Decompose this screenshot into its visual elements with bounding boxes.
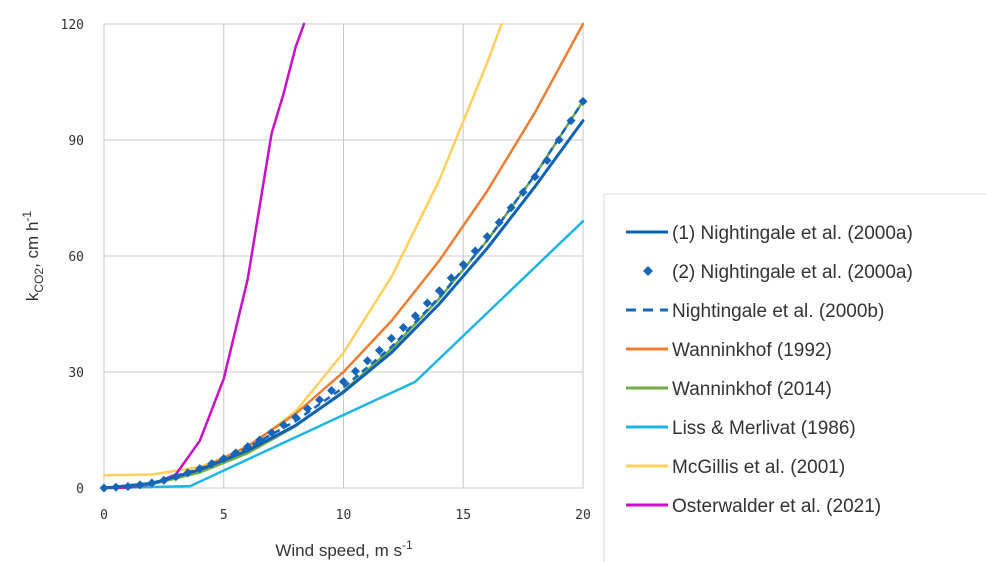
legend-label: (1) Nightingale et al. (2000a)	[672, 223, 913, 244]
series-line	[103, 100, 585, 490]
data-point-marker	[410, 311, 420, 321]
data-point-marker	[303, 404, 313, 414]
data-point-marker	[231, 448, 241, 458]
legend-label: Nightingale et al. (2000b)	[672, 301, 884, 322]
data-point-marker	[339, 377, 348, 387]
tick-layer: 0 5 10 15 20 0 30 60 90 120	[61, 18, 591, 523]
y-tick-label: 90	[68, 134, 84, 149]
y-tick-label: 0	[76, 482, 84, 497]
data-point-marker	[434, 286, 444, 296]
legend-item: (1) Nightingale et al. (2000a)	[626, 223, 913, 244]
legend-item: McGillis et al. (2001)	[626, 457, 845, 478]
data-point-marker	[135, 480, 145, 490]
y-axis-title-superscript: -1	[20, 211, 34, 222]
data-point-marker	[171, 472, 181, 482]
data-point-marker	[99, 483, 109, 493]
legend-label: Liss & Merlivat (1986)	[672, 418, 856, 439]
legend-item: Liss & Merlivat (1986)	[626, 418, 856, 439]
data-point-marker	[398, 323, 408, 333]
y-axis-title-subscript: CO2	[32, 268, 46, 293]
x-axis-title-superscript: -1	[402, 538, 413, 552]
x-tick-label: 5	[220, 508, 228, 523]
data-point-marker	[422, 298, 432, 308]
data-point-marker	[243, 442, 253, 452]
data-point-marker	[279, 420, 289, 430]
data-point-marker	[219, 454, 229, 464]
legend: (1) Nightingale et al. (2000a) (2) Nighti…	[626, 223, 913, 517]
x-axis-title: Wind speed, m s-1	[275, 538, 413, 560]
data-point-marker	[386, 333, 396, 343]
data-point-marker	[374, 345, 384, 355]
x-tick-label: 20	[575, 508, 591, 523]
data-point-marker	[470, 246, 480, 256]
legend-label: Wanninkhof (2014)	[672, 379, 832, 400]
series-diamond-markers	[99, 96, 588, 493]
legend-label: Osterwalder et al. (2021)	[672, 496, 881, 517]
data-point-marker	[518, 187, 528, 197]
data-point-marker	[362, 356, 372, 366]
data-point-marker	[506, 203, 516, 213]
legend-item: Wanninkhof (2014)	[626, 379, 832, 400]
legend-item: Osterwalder et al. (2021)	[626, 496, 881, 517]
data-point-marker	[327, 386, 337, 396]
legend-item: Nightingale et al. (2000b)	[626, 301, 884, 322]
data-point-marker	[147, 478, 157, 488]
series-line	[102, 22, 503, 477]
data-point-marker	[207, 459, 217, 469]
legend-label: McGillis et al. (2001)	[672, 457, 845, 478]
data-point-marker	[446, 273, 456, 283]
legend-item: Wanninkhof (1992)	[626, 340, 832, 361]
data-point-marker	[458, 260, 468, 270]
series-line	[102, 219, 585, 490]
x-tick-label: 0	[100, 508, 108, 523]
y-tick-label: 120	[61, 18, 84, 33]
legend-label: Wanninkhof (1992)	[672, 340, 832, 361]
y-tick-label: 30	[68, 366, 84, 381]
data-point-marker	[123, 481, 133, 491]
data-point-marker	[494, 217, 504, 227]
x-tick-label: 15	[455, 508, 471, 523]
data-point-marker	[111, 482, 121, 492]
grid	[103, 23, 584, 489]
data-point-marker	[195, 464, 205, 474]
series-layer	[99, 22, 588, 493]
series-line	[102, 119, 585, 490]
data-point-marker	[291, 412, 301, 422]
y-tick-label: 60	[68, 250, 84, 265]
data-point-marker	[267, 428, 277, 438]
legend-box	[603, 193, 986, 562]
legend-label: (2) Nightingale et al. (2000a)	[672, 262, 913, 283]
y-axis-title: kCO2, cm h-1	[20, 211, 46, 301]
data-point-marker	[578, 96, 588, 106]
data-point-marker	[183, 468, 193, 478]
y-axis-title-mid: , cm h	[23, 222, 42, 268]
x-tick-label: 10	[336, 508, 352, 523]
legend-item: (2) Nightingale et al. (2000a)	[643, 262, 913, 283]
data-point-marker	[159, 475, 169, 485]
data-point-marker	[530, 172, 540, 182]
legend-swatch	[643, 266, 653, 276]
data-point-marker	[255, 435, 265, 445]
data-point-marker	[554, 135, 564, 145]
data-point-marker	[566, 116, 576, 126]
data-point-marker	[542, 155, 552, 165]
data-point-marker	[315, 395, 325, 405]
data-point-marker	[350, 366, 360, 376]
data-point-marker	[482, 232, 492, 242]
